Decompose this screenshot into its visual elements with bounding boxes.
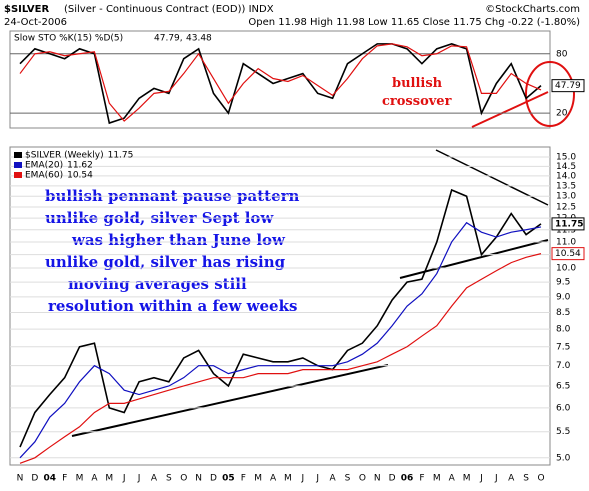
price-panel <box>9 146 551 466</box>
y-tick-label: 20 <box>556 109 568 119</box>
value-box <box>551 247 585 261</box>
x-tick-label: O <box>359 474 366 484</box>
x-tick-label: J <box>479 474 483 484</box>
x-tick-label: A <box>330 474 337 484</box>
x-tick-label: M <box>105 474 113 484</box>
y-tick-label: 9.0 <box>556 292 571 302</box>
x-tick-label: N <box>374 474 381 484</box>
x-tick-label: M <box>433 474 441 484</box>
sto-panel <box>9 30 551 129</box>
panel-title: Slow STO %K(15) %D(5) <box>14 34 123 44</box>
legend-value: 10.54 <box>67 171 93 181</box>
value-box <box>551 217 585 231</box>
x-tick-label: A <box>508 474 515 484</box>
x-tick-label: F <box>241 474 246 484</box>
value-label: 11.75 <box>555 219 583 229</box>
annotation: was higher than June low <box>71 231 286 249</box>
credit: ©StockCharts.com <box>485 4 580 15</box>
series-line <box>19 221 542 459</box>
series-line <box>19 188 542 448</box>
annotation: bullish <box>392 76 443 91</box>
series-line <box>19 43 542 122</box>
x-tick-label: J <box>122 474 126 484</box>
y-tick-label: 8.0 <box>556 325 571 335</box>
legend-swatch <box>14 172 22 178</box>
x-tick-label: S <box>166 474 172 484</box>
y-tick-label: 7.0 <box>556 361 571 371</box>
x-tick-label: D <box>389 474 396 484</box>
annotation: resolution within a few weeks <box>48 297 297 315</box>
annotation: unlike gold, silver has rising <box>45 253 286 271</box>
x-tick-label: D <box>210 474 217 484</box>
legend-name: $SILVER (Weekly) <box>25 151 104 161</box>
legend-value: 11.75 <box>108 151 134 161</box>
y-tick-label: 12.5 <box>556 202 576 212</box>
x-tick-label: J <box>494 474 498 484</box>
description: (Silver - Continuous Contract (EOD)) IND… <box>64 4 274 15</box>
x-tick-label: 05 <box>222 474 235 484</box>
x-tick-label: M <box>463 474 471 484</box>
x-tick-label: M <box>284 474 292 484</box>
y-tick-label: 14.0 <box>556 171 576 181</box>
x-tick-label: J <box>137 474 141 484</box>
x-tick-label: J <box>301 474 305 484</box>
y-tick-label: 13.5 <box>556 181 576 191</box>
y-tick-label: 6.0 <box>556 403 571 413</box>
value-box <box>551 79 585 93</box>
x-tick-label: F <box>62 474 67 484</box>
value-label: 47.79 <box>555 81 581 91</box>
y-tick-label: 10.0 <box>556 264 576 274</box>
y-tick-label: 5.5 <box>556 427 570 437</box>
date: 24-Oct-2006 <box>4 17 67 28</box>
x-tick-label: S <box>345 474 351 484</box>
x-tick-label: N <box>195 474 202 484</box>
y-tick-label: 13.0 <box>556 192 576 202</box>
value-label: 10.54 <box>555 249 581 259</box>
legend-value: 47.79, <box>154 34 183 44</box>
legend-name: EMA(20) <box>25 161 63 171</box>
x-tick-label: M <box>76 474 84 484</box>
quote: Open 11.98 High 11.98 Low 11.65 Close 11… <box>248 17 580 28</box>
annotation: crossover <box>382 94 452 109</box>
trendline <box>471 91 549 128</box>
y-tick-label: 7.5 <box>556 342 570 352</box>
x-tick-label: S <box>523 474 529 484</box>
y-tick-label: 80 <box>556 49 568 59</box>
x-tick-label: N <box>17 474 24 484</box>
trendline <box>71 364 389 437</box>
series-line <box>19 43 542 125</box>
annotation: moving averages still <box>68 275 247 293</box>
y-tick-label: 14.5 <box>556 162 576 172</box>
y-tick-label: 5.0 <box>556 453 571 463</box>
y-tick-label: 6.5 <box>556 381 570 391</box>
x-tick-label: D <box>31 474 38 484</box>
legend-name: EMA(60) <box>25 171 63 181</box>
y-tick-label: 9.5 <box>556 278 570 288</box>
symbol: $SILVER <box>4 4 49 15</box>
x-tick-label: A <box>270 474 277 484</box>
series-line <box>19 253 542 464</box>
y-tick-label: 8.5 <box>556 308 570 318</box>
x-tick-label: A <box>151 474 158 484</box>
x-tick-label: A <box>449 474 456 484</box>
legend-value: 11.62 <box>67 161 93 171</box>
x-tick-label: J <box>315 474 319 484</box>
x-tick-label: O <box>180 474 187 484</box>
legend-swatch <box>14 162 22 168</box>
x-tick-label: 04 <box>44 474 57 484</box>
x-tick-label: M <box>254 474 262 484</box>
x-tick-label: F <box>419 474 424 484</box>
legend-value: 43.48 <box>186 34 212 44</box>
x-tick-label: O <box>537 474 544 484</box>
x-tick-label: 06 <box>401 474 414 484</box>
x-tick-label: A <box>91 474 98 484</box>
y-tick-label: 11.0 <box>556 237 576 247</box>
highlight-circle <box>525 61 575 127</box>
y-tick-label: 15.0 <box>556 153 576 163</box>
legend-swatch <box>14 152 22 158</box>
